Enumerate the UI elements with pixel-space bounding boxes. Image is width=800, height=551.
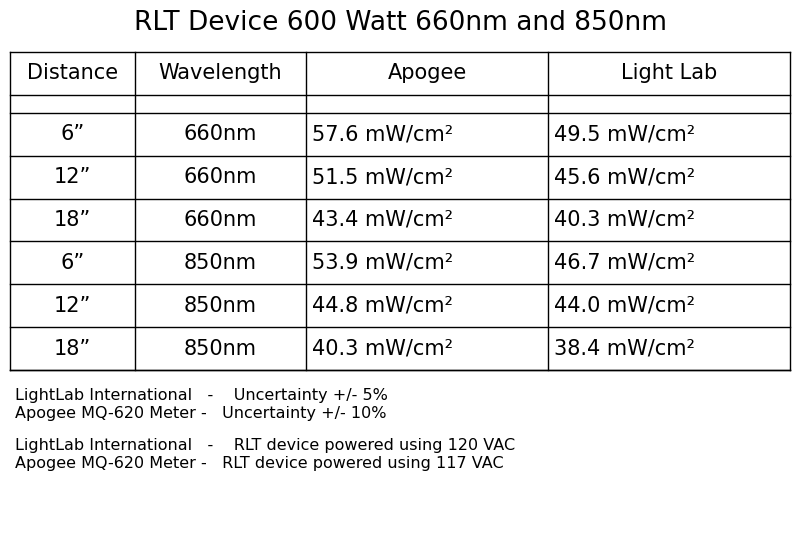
Text: 43.4 mW/cm²: 43.4 mW/cm² [312,210,454,230]
Text: 12”: 12” [54,296,91,316]
Text: 57.6 mW/cm²: 57.6 mW/cm² [312,125,454,144]
Text: Distance: Distance [27,63,118,83]
Text: Apogee: Apogee [388,63,467,83]
Text: 660nm: 660nm [184,210,258,230]
Text: Apogee MQ-620 Meter -   RLT device powered using 117 VAC: Apogee MQ-620 Meter - RLT device powered… [15,456,504,471]
Text: 660nm: 660nm [184,167,258,187]
Text: LightLab International   -    Uncertainty +/- 5%: LightLab International - Uncertainty +/-… [15,388,388,403]
Text: 18”: 18” [54,210,91,230]
Text: 850nm: 850nm [184,296,257,316]
Text: 53.9 mW/cm²: 53.9 mW/cm² [312,253,454,273]
Text: 850nm: 850nm [184,338,257,359]
Text: 40.3 mW/cm²: 40.3 mW/cm² [312,338,454,359]
Text: 51.5 mW/cm²: 51.5 mW/cm² [312,167,454,187]
Text: 6”: 6” [60,253,85,273]
Text: 12”: 12” [54,167,91,187]
Text: 18”: 18” [54,338,91,359]
Text: 45.6 mW/cm²: 45.6 mW/cm² [554,167,695,187]
Text: Wavelength: Wavelength [158,63,282,83]
Text: LightLab International   -    RLT device powered using 120 VAC: LightLab International - RLT device powe… [15,438,515,453]
Text: Apogee MQ-620 Meter -   Uncertainty +/- 10%: Apogee MQ-620 Meter - Uncertainty +/- 10… [15,406,386,421]
Text: 660nm: 660nm [184,125,258,144]
Text: 44.8 mW/cm²: 44.8 mW/cm² [312,296,454,316]
Text: 850nm: 850nm [184,253,257,273]
Text: 38.4 mW/cm²: 38.4 mW/cm² [554,338,695,359]
Text: Light Lab: Light Lab [621,63,718,83]
Text: 6”: 6” [60,125,85,144]
Text: 46.7 mW/cm²: 46.7 mW/cm² [554,253,695,273]
Text: 40.3 mW/cm²: 40.3 mW/cm² [554,210,695,230]
Text: RLT Device 600 Watt 660nm and 850nm: RLT Device 600 Watt 660nm and 850nm [134,10,666,36]
Text: 44.0 mW/cm²: 44.0 mW/cm² [554,296,695,316]
Text: 49.5 mW/cm²: 49.5 mW/cm² [554,125,695,144]
